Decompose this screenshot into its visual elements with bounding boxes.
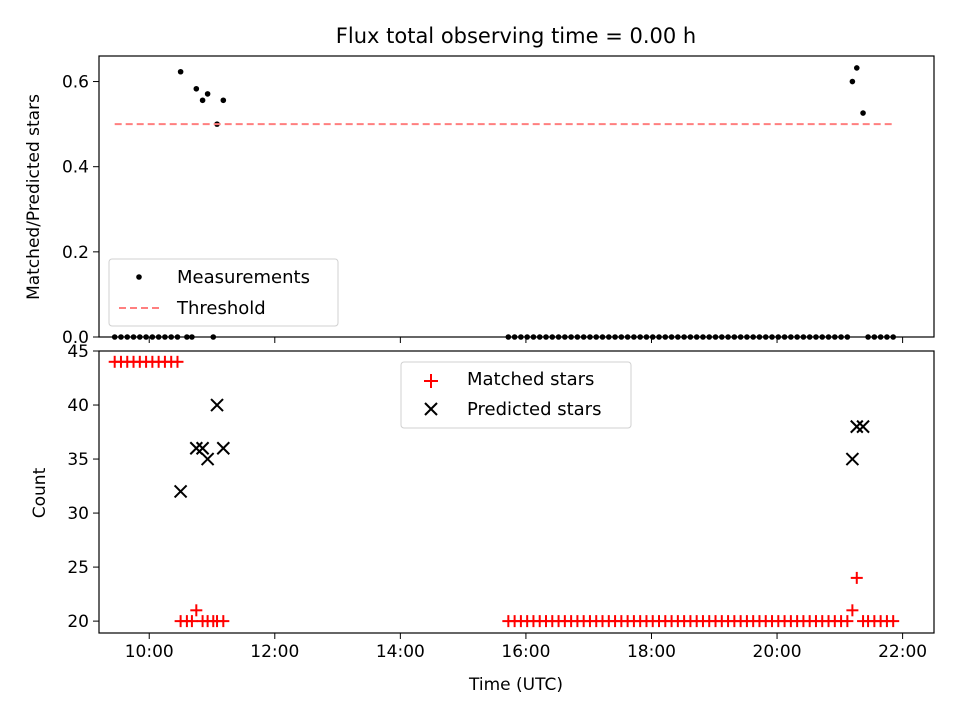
measurements-point bbox=[204, 91, 211, 97]
top-y-tick-label: 0.2 bbox=[62, 243, 89, 263]
bottom-legend-box bbox=[400, 361, 632, 429]
matched-stars-point bbox=[887, 615, 900, 628]
bottom-panel-x-ticks: 10:00 12:00 14:00 16:00 18:00 20:00 22:00 bbox=[125, 633, 927, 662]
bottom-x-tick-label: 12:00 bbox=[250, 642, 299, 662]
legend-marker-predicted-stars bbox=[424, 402, 438, 416]
bottom-x-tick-label: 18:00 bbox=[627, 642, 676, 662]
legend-label-matched-stars: Matched stars bbox=[467, 369, 594, 390]
matched-stars-point bbox=[850, 571, 863, 584]
measurements-point bbox=[199, 97, 206, 104]
measurements-point bbox=[220, 97, 227, 104]
measurements-point bbox=[860, 110, 866, 116]
bottom-x-tick-label: 10:00 bbox=[125, 642, 174, 662]
bottom-panel-legend: Matched stars Predicted stars bbox=[400, 361, 632, 429]
top-y-tick-label: 0.0 bbox=[62, 328, 89, 348]
matched-stars-point bbox=[217, 615, 230, 628]
measurements-point bbox=[193, 85, 200, 92]
bottom-y-tick-label: 40 bbox=[67, 396, 89, 416]
predicted-stars-point bbox=[850, 419, 864, 434]
legend-marker-matched-stars bbox=[424, 374, 438, 388]
top-panel-y-axis-label: Matched/Predicted stars bbox=[24, 94, 44, 300]
matched-stars-point bbox=[846, 604, 859, 617]
bottom-panel-marks bbox=[108, 355, 900, 628]
bottom-panel-y-ticks: 20 25 30 35 40 45 bbox=[67, 342, 99, 632]
legend-label-measurements: Measurements bbox=[177, 267, 310, 288]
bottom-y-tick-label: 25 bbox=[67, 558, 89, 578]
legend-label-threshold: Threshold bbox=[176, 298, 266, 319]
top-legend-box bbox=[108, 258, 339, 327]
top-y-tick-label: 0.4 bbox=[62, 158, 89, 178]
bottom-y-tick-label: 35 bbox=[67, 450, 89, 470]
legend-label-predicted-stars: Predicted stars bbox=[467, 399, 601, 420]
bottom-panel-y-axis-label: Count bbox=[30, 467, 50, 518]
matched-stars-point bbox=[185, 615, 198, 628]
predicted-stars-point bbox=[189, 441, 204, 455]
bottom-panel: 10:00 12:00 14:00 16:00 18:00 20:00 22:00 20 25… bbox=[30, 342, 935, 695]
predicted-stars-point bbox=[173, 484, 188, 499]
bottom-x-tick-label: 20:00 bbox=[753, 642, 802, 662]
predicted-stars-point bbox=[845, 452, 860, 466]
predicted-stars-point bbox=[200, 452, 215, 466]
measurements-point bbox=[177, 68, 184, 75]
bottom-x-tick-label: 22:00 bbox=[878, 642, 927, 662]
predicted-stars-point bbox=[856, 419, 870, 434]
bottom-panel-frame bbox=[98, 350, 935, 634]
predicted-stars-point bbox=[210, 398, 224, 412]
bottom-y-tick-label: 45 bbox=[67, 342, 89, 362]
matched-stars-point bbox=[171, 355, 184, 368]
measurements-point bbox=[849, 78, 856, 85]
top-panel-legend: Measurements Threshold bbox=[108, 258, 339, 327]
bottom-panel-x-axis-label: Time (UTC) bbox=[468, 675, 563, 695]
top-panel: 0.0 0.2 0.4 0.6 Matched/Predicted stars Mea… bbox=[24, 55, 935, 348]
measurements-point bbox=[853, 65, 860, 71]
matched-stars-point bbox=[190, 604, 203, 617]
matched-stars-point bbox=[841, 615, 854, 628]
bottom-y-tick-label: 20 bbox=[67, 612, 89, 632]
top-panel-marks bbox=[111, 65, 896, 340]
top-y-tick-label: 0.6 bbox=[62, 73, 89, 93]
bottom-y-tick-label: 30 bbox=[67, 504, 89, 524]
predicted-stars-point bbox=[195, 441, 210, 455]
bottom-x-tick-label: 14:00 bbox=[376, 642, 425, 662]
top-panel-x-ticks bbox=[148, 337, 904, 343]
predicted-stars-point bbox=[216, 441, 231, 455]
top-panel-frame bbox=[98, 55, 935, 338]
legend-marker-measurements bbox=[136, 274, 142, 280]
chart-title: Flux total observing time = 0.00 h bbox=[336, 24, 696, 48]
bottom-x-tick-label: 16:00 bbox=[501, 642, 550, 662]
top-panel-y-ticks: 0.0 0.2 0.4 0.6 bbox=[62, 73, 99, 348]
